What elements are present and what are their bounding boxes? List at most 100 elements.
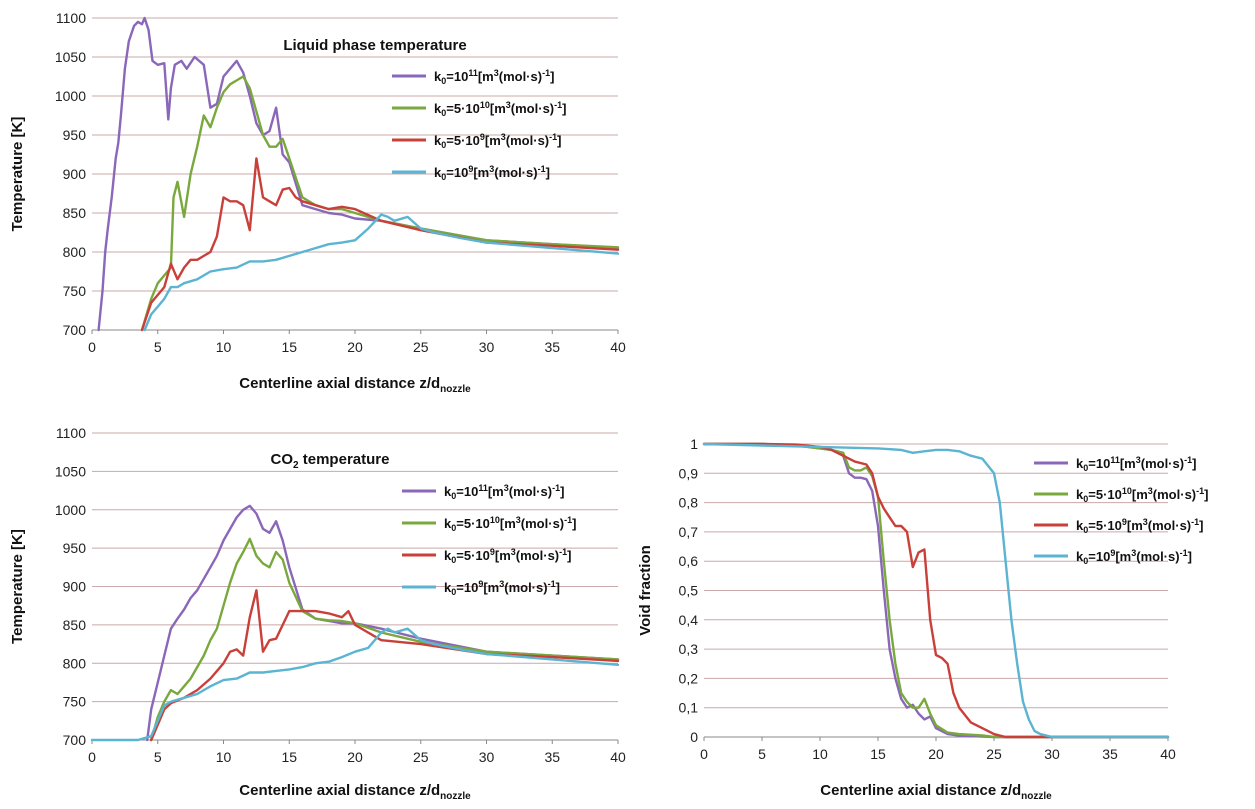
x-tick-label: 25: [413, 339, 429, 355]
legend-tail-exp: -1: [1184, 455, 1192, 465]
legend-k: k: [1076, 487, 1084, 502]
y-tick-label: 0,1: [679, 700, 699, 716]
legend-entry: k0=5·1010[m3(mol·s)-1]: [434, 100, 567, 118]
legend-coef: =10: [456, 484, 478, 499]
legend-tail-exp: -1: [559, 547, 567, 557]
series-line-k0=1e9: [143, 213, 620, 332]
x-tick-label: 5: [758, 746, 766, 762]
x-tick-label: 15: [870, 746, 886, 762]
legend-k: k: [434, 69, 442, 84]
legend-tail-exp: -1: [1180, 548, 1188, 558]
x-axis-title: Centerline axial distance z/dnozzle: [239, 375, 471, 395]
legend-units-tail: (mol·s): [1136, 549, 1179, 564]
x-tick-label: 25: [986, 746, 1002, 762]
y-tick-label: 1100: [56, 425, 86, 441]
y-tick-label: 750: [63, 694, 87, 710]
legend-exp: 9: [490, 547, 495, 557]
x-tick-label: 5: [154, 339, 162, 355]
legend-units-tail: (mol·s): [1148, 518, 1191, 533]
legend-units-tail: (mol·s): [506, 133, 549, 148]
legend-sub: 0: [1083, 494, 1088, 504]
legend-units-close: ]: [567, 548, 571, 563]
y-tick-label: 1000: [55, 88, 86, 104]
chart-title: Liquid phase temperature: [283, 37, 466, 54]
legend-unit-exp: 3: [489, 164, 494, 174]
legend-k: k: [444, 548, 452, 563]
legend-units-close: ]: [556, 580, 560, 595]
legend-entry: k0=109[m3(mol·s)-1]: [434, 164, 550, 182]
legend-k: k: [444, 516, 452, 531]
legend-units-close: ]: [1199, 518, 1203, 533]
legend-coef: =5·10: [446, 101, 480, 116]
legend-units-tail: (mol·s): [1141, 456, 1184, 471]
legend-units-close: ]: [572, 516, 576, 531]
legend-tail-exp: -1: [552, 483, 560, 493]
legend-units-tail: (mol·s): [1153, 487, 1196, 502]
y-tick-label: 1000: [55, 502, 86, 518]
legend-coef: =10: [456, 580, 478, 595]
legend-units: [m: [490, 101, 506, 116]
legend-entry: k0=5·109[m3(mol·s)-1]: [444, 547, 572, 565]
legend-exp: 10: [480, 100, 490, 110]
y-tick-label: 950: [63, 540, 87, 556]
y-tick-label: 0,8: [679, 495, 699, 511]
legend-exp: 9: [478, 579, 483, 589]
y-tick-label: 700: [63, 732, 87, 748]
series-line-k0=1e9: [90, 627, 620, 742]
legend-sub: 0: [441, 172, 446, 182]
legend-k: k: [1076, 549, 1084, 564]
legend-units: [m: [478, 69, 494, 84]
y-tick-label: 1050: [55, 49, 86, 65]
legend-exp: 10: [490, 515, 500, 525]
legend-sub: 0: [441, 76, 446, 86]
y-tick-label: 900: [63, 579, 87, 595]
x-axis-title-main: Centerline axial distance z/d: [820, 782, 1021, 799]
x-tick-label: 20: [347, 339, 363, 355]
x-axis-title: Centerline axial distance z/dnozzle: [820, 782, 1052, 802]
x-tick-label: 20: [928, 746, 944, 762]
y-tick-label: 0,3: [679, 641, 699, 657]
series-line-k0=5e10: [140, 75, 620, 332]
y-tick-label: 1100: [56, 10, 86, 26]
legend-sub: 0: [451, 491, 456, 501]
x-tick-label: 10: [216, 339, 232, 355]
x-tick-label: 5: [154, 749, 162, 765]
legend-units-close: ]: [560, 484, 564, 499]
x-axis-title: Centerline axial distance z/dnozzle: [239, 782, 471, 802]
legend: k0=1011[m3(mol·s)-1]k0=5·1010[m3(mol·s)-…: [402, 483, 577, 597]
legend-k: k: [444, 484, 452, 499]
legend-tail-exp: -1: [1196, 486, 1204, 496]
legend-k: k: [1076, 518, 1084, 533]
x-axis-title-main: Centerline axial distance z/d: [239, 782, 440, 799]
legend-units: [m: [1115, 549, 1131, 564]
legend-units-close: ]: [546, 165, 550, 180]
legend-unit-exp: 3: [499, 579, 504, 589]
legend-units: [m: [488, 484, 504, 499]
legend-k: k: [444, 580, 452, 595]
legend-units: [m: [473, 165, 489, 180]
y-tick-label: 0: [690, 729, 698, 745]
y-tick-label: 800: [63, 655, 87, 671]
legend-unit-exp: 3: [1148, 486, 1153, 496]
x-tick-label: 35: [544, 339, 560, 355]
legend-sub: 0: [451, 587, 456, 597]
legend-tail-exp: -1: [542, 68, 550, 78]
legend-exp: 11: [478, 483, 488, 493]
legend-sub: 0: [451, 555, 456, 565]
chart-title-sub: 2: [293, 460, 299, 471]
x-tick-label: 15: [281, 749, 297, 765]
legend-tail-exp: -1: [564, 515, 572, 525]
series-line-k0=5e9: [140, 157, 620, 332]
chart-3: 00,10,20,30,40,50,60,70,80,910 5 10 15 20 25 3…: [637, 436, 1209, 802]
legend-coef: =5·10: [456, 548, 490, 563]
x-tick-label: 40: [610, 339, 626, 355]
y-tick-label: 700: [63, 322, 87, 338]
x-tick-label: 30: [479, 339, 495, 355]
legend-unit-exp: 3: [501, 132, 506, 142]
series-line-k0=1e9: [702, 442, 1170, 739]
legend-exp: 9: [480, 132, 485, 142]
legend-units-tail: (mol·s): [509, 484, 552, 499]
legend-entry: k0=1011[m3(mol·s)-1]: [444, 483, 564, 501]
